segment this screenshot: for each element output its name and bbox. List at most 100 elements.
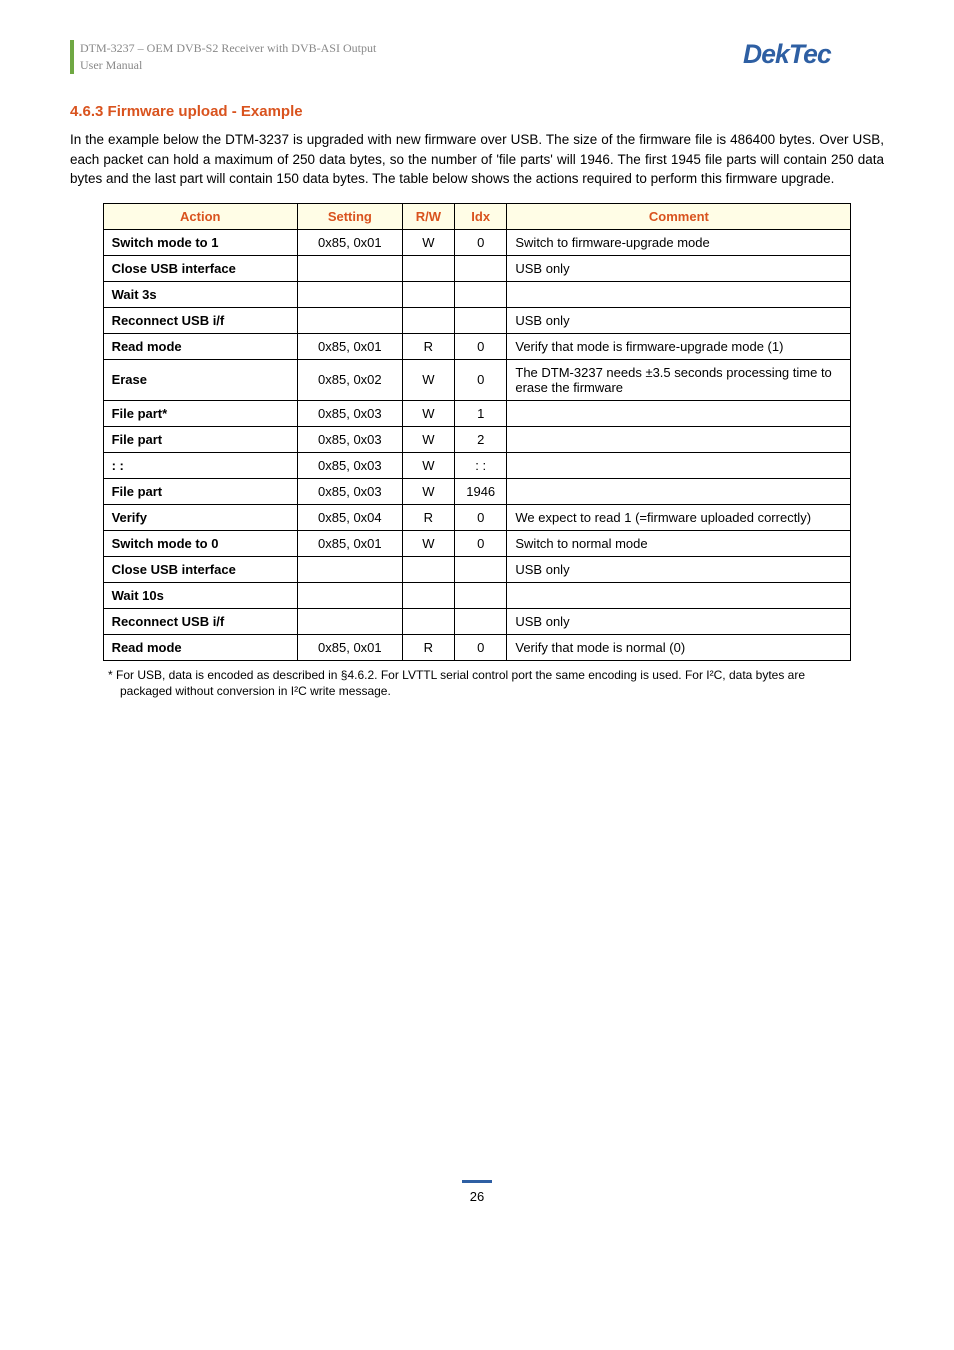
firmware-upgrade-table: ActionSettingR/WIdxComment Switch mode t… — [103, 203, 852, 661]
rw-cell: W — [402, 400, 454, 426]
table-header-cell: Comment — [507, 203, 851, 229]
table-header-cell: Idx — [455, 203, 507, 229]
table-row: Verify0x85, 0x04R0We expect to read 1 (=… — [103, 504, 851, 530]
comment-cell — [507, 452, 851, 478]
table-row: : :0x85, 0x03W: : — [103, 452, 851, 478]
setting-cell — [298, 582, 403, 608]
comment-cell: USB only — [507, 608, 851, 634]
comment-cell: Verify that mode is firmware-upgrade mod… — [507, 333, 851, 359]
idx-cell: : : — [455, 452, 507, 478]
action-cell: Wait 10s — [103, 582, 297, 608]
action-cell: Reconnect USB i/f — [103, 307, 297, 333]
action-cell: File part — [103, 426, 297, 452]
action-cell: Close USB interface — [103, 255, 297, 281]
rw-cell — [402, 255, 454, 281]
setting-cell: 0x85, 0x02 — [298, 359, 403, 400]
header-green-bar — [70, 40, 74, 74]
footer-line — [462, 1180, 492, 1183]
table-row: Wait 10s — [103, 582, 851, 608]
idx-cell: 1946 — [455, 478, 507, 504]
table-row: Wait 3s — [103, 281, 851, 307]
comment-cell: USB only — [507, 255, 851, 281]
idx-cell — [455, 255, 507, 281]
comment-cell: Verify that mode is normal (0) — [507, 634, 851, 660]
setting-cell: 0x85, 0x03 — [298, 452, 403, 478]
setting-cell — [298, 281, 403, 307]
comment-cell: USB only — [507, 307, 851, 333]
action-cell: Erase — [103, 359, 297, 400]
idx-cell — [455, 556, 507, 582]
setting-cell: 0x85, 0x04 — [298, 504, 403, 530]
setting-cell — [298, 307, 403, 333]
page-number: 26 — [70, 1189, 884, 1204]
svg-text:DekTec: DekTec — [743, 40, 832, 69]
setting-cell: 0x85, 0x03 — [298, 400, 403, 426]
action-cell: Read mode — [103, 634, 297, 660]
table-header-cell: R/W — [402, 203, 454, 229]
rw-cell — [402, 582, 454, 608]
product-line: DTM-3237 – OEM DVB-S2 Receiver with DVB-… — [80, 40, 376, 57]
page-header: DTM-3237 – OEM DVB-S2 Receiver with DVB-… — [70, 40, 884, 75]
table-row: File part*0x85, 0x03W1 — [103, 400, 851, 426]
setting-cell: 0x85, 0x03 — [298, 478, 403, 504]
table-row: Switch mode to 10x85, 0x01W0Switch to fi… — [103, 229, 851, 255]
table-footnote: * For USB, data is encoded as described … — [108, 667, 846, 701]
idx-cell: 0 — [455, 333, 507, 359]
comment-cell: Switch to firmware-upgrade mode — [507, 229, 851, 255]
setting-cell: 0x85, 0x01 — [298, 634, 403, 660]
table-row: Read mode0x85, 0x01R0Verify that mode is… — [103, 333, 851, 359]
comment-cell: USB only — [507, 556, 851, 582]
comment-cell: Switch to normal mode — [507, 530, 851, 556]
table-row: Close USB interfaceUSB only — [103, 556, 851, 582]
table-header-cell: Setting — [298, 203, 403, 229]
comment-cell — [507, 426, 851, 452]
rw-cell: R — [402, 333, 454, 359]
table-row: Erase0x85, 0x02W0The DTM-3237 needs ±3.5… — [103, 359, 851, 400]
header-left: DTM-3237 – OEM DVB-S2 Receiver with DVB-… — [70, 40, 376, 74]
rw-cell — [402, 556, 454, 582]
idx-cell: 0 — [455, 229, 507, 255]
action-cell: Switch mode to 0 — [103, 530, 297, 556]
table-row: Close USB interface USB only — [103, 255, 851, 281]
rw-cell: W — [402, 426, 454, 452]
setting-cell: 0x85, 0x03 — [298, 426, 403, 452]
action-cell: Read mode — [103, 333, 297, 359]
table-row: Read mode0x85, 0x01R0Verify that mode is… — [103, 634, 851, 660]
setting-cell — [298, 556, 403, 582]
setting-cell: 0x85, 0x01 — [298, 530, 403, 556]
action-cell: File part* — [103, 400, 297, 426]
comment-cell — [507, 582, 851, 608]
idx-cell — [455, 582, 507, 608]
table-row: File part0x85, 0x03W2 — [103, 426, 851, 452]
action-cell: File part — [103, 478, 297, 504]
header-text-block: DTM-3237 – OEM DVB-S2 Receiver with DVB-… — [80, 40, 376, 74]
comment-cell: The DTM-3237 needs ±3.5 seconds processi… — [507, 359, 851, 400]
logo: DekTec — [743, 40, 884, 75]
action-cell: : : — [103, 452, 297, 478]
setting-cell: 0x85, 0x01 — [298, 333, 403, 359]
action-cell: Verify — [103, 504, 297, 530]
comment-cell — [507, 478, 851, 504]
rw-cell: R — [402, 634, 454, 660]
rw-cell — [402, 608, 454, 634]
setting-cell: 0x85, 0x01 — [298, 229, 403, 255]
section-title: Firmware upload - Example — [108, 103, 303, 120]
idx-cell: 0 — [455, 359, 507, 400]
idx-cell: 0 — [455, 504, 507, 530]
setting-cell — [298, 255, 403, 281]
table-row: Reconnect USB i/fUSB only — [103, 608, 851, 634]
rw-cell: W — [402, 530, 454, 556]
table-row: File part0x85, 0x03W1946 — [103, 478, 851, 504]
idx-cell: 2 — [455, 426, 507, 452]
idx-cell — [455, 307, 507, 333]
rw-cell: W — [402, 359, 454, 400]
action-cell: Wait 3s — [103, 281, 297, 307]
rw-cell: R — [402, 504, 454, 530]
table-row: Switch mode to 00x85, 0x01W0Switch to no… — [103, 530, 851, 556]
rw-cell — [402, 281, 454, 307]
comment-cell — [507, 281, 851, 307]
intro-paragraph: In the example below the DTM-3237 is upg… — [70, 130, 884, 189]
page-footer: 26 — [70, 1180, 884, 1204]
idx-cell: 1 — [455, 400, 507, 426]
comment-cell — [507, 400, 851, 426]
